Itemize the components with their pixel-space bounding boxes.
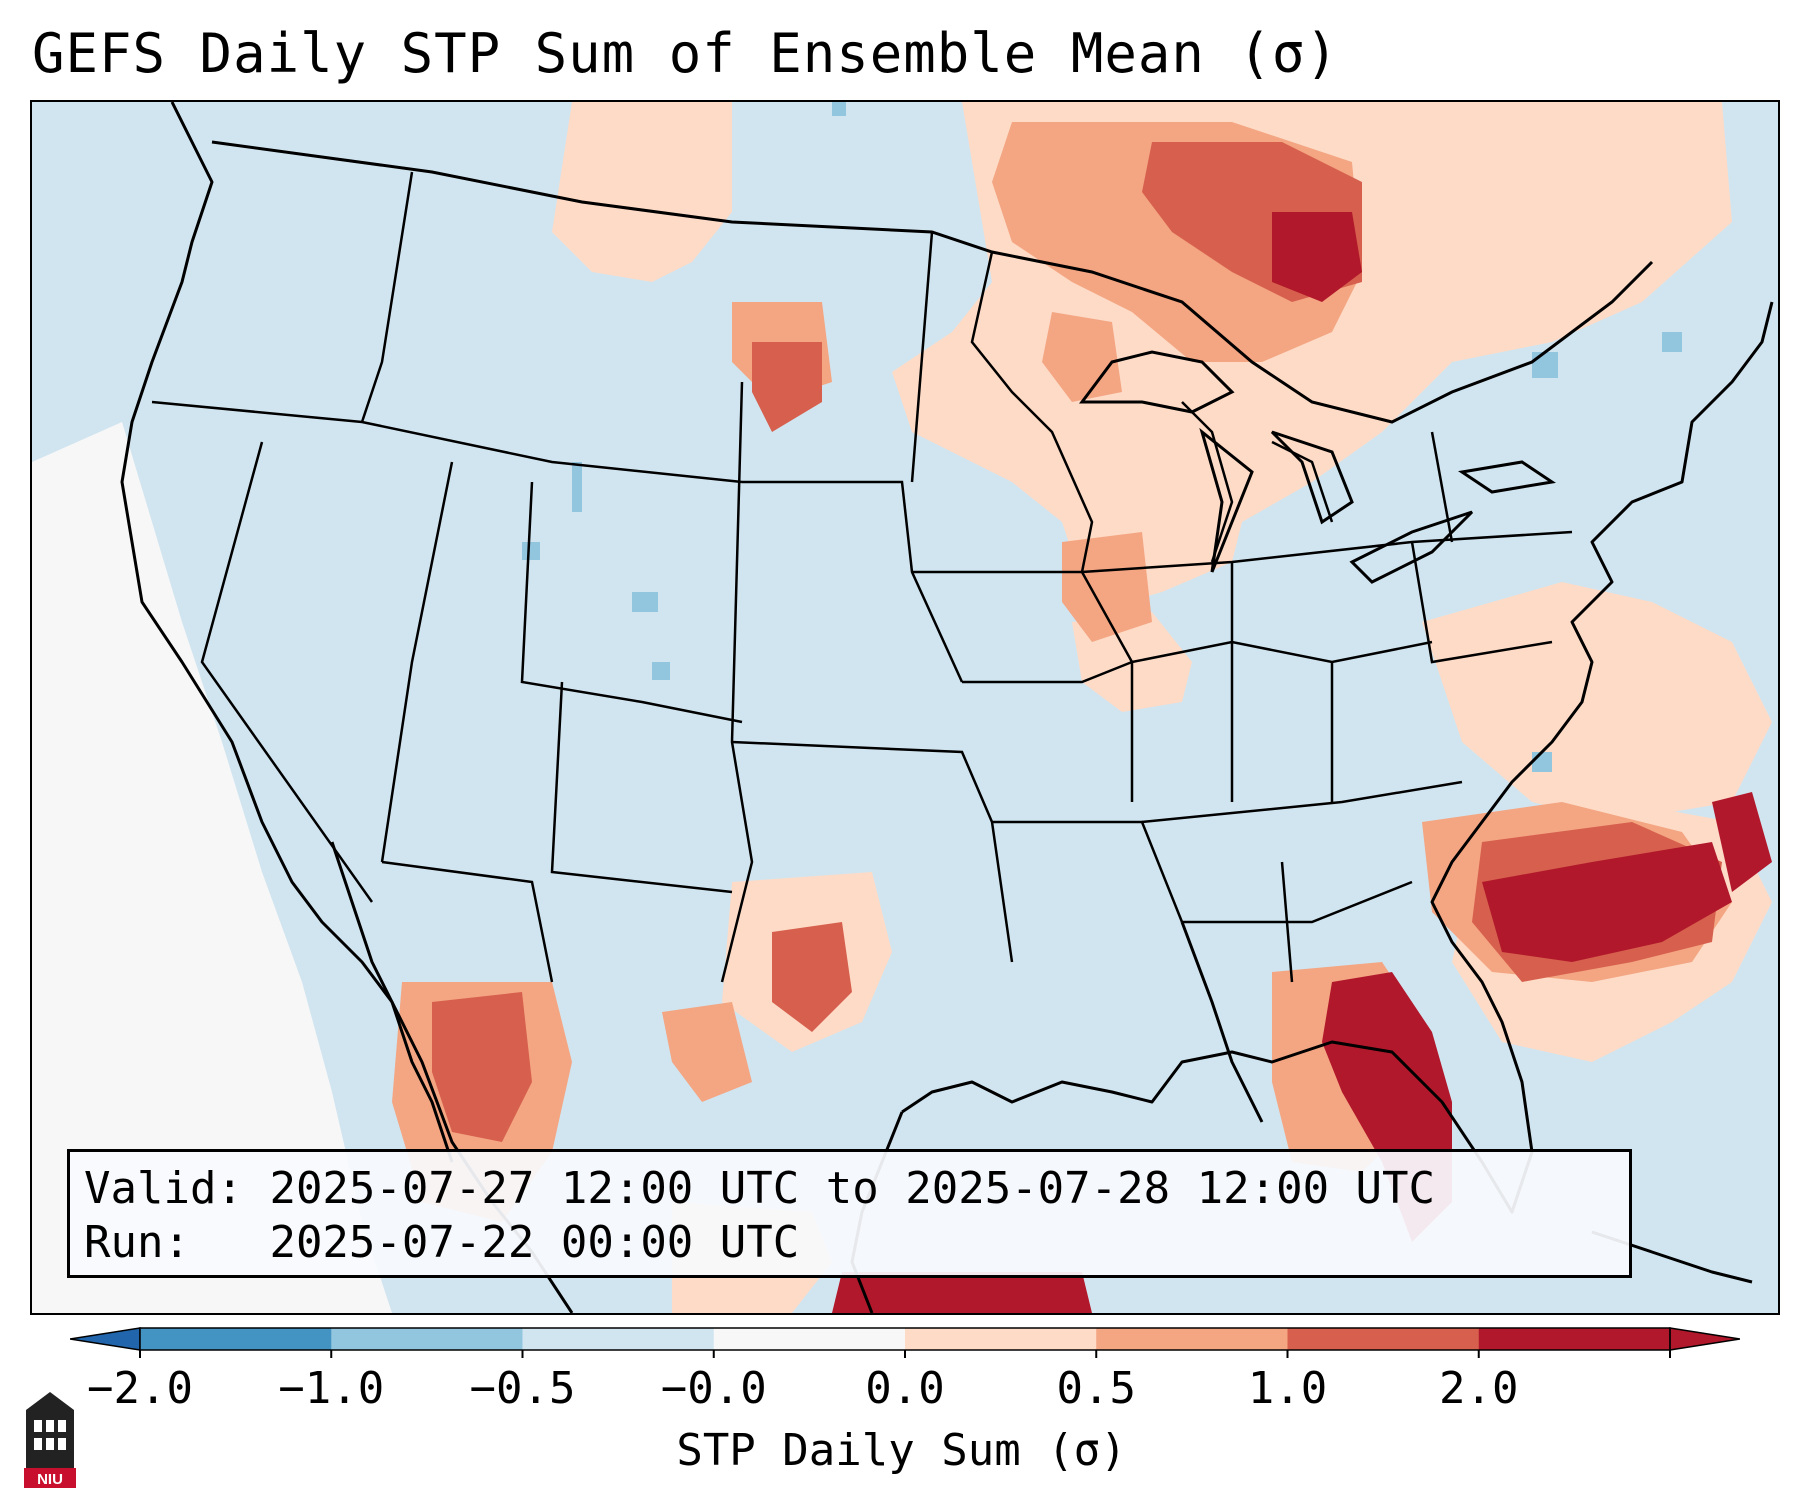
- colorbar-segment: [1478, 1328, 1671, 1350]
- extreme-positive-shading: [832, 212, 1772, 1313]
- run-label: Run:: [84, 1217, 190, 1268]
- colorbar-tick-label: −0.0: [660, 1363, 767, 1414]
- colorbar-segment: [1287, 1328, 1480, 1350]
- colorbar: [70, 1327, 1740, 1358]
- valid-label: Valid:: [84, 1163, 243, 1214]
- validity-info-box: Valid: 2025-07-27 12:00 UTC to 2025-07-2…: [67, 1149, 1632, 1278]
- colorbar-tick-label: 0.5: [1056, 1363, 1136, 1414]
- near-zero-offshore-shading: [32, 422, 392, 1313]
- colorbar-arrow-low: [70, 1327, 141, 1351]
- colorbar-tick-labels: −2.0 −1.0 −0.5 −0.0 0.0 0.5 1.0 2.0: [0, 1363, 1803, 1423]
- colorbar-tick-label: −0.5: [469, 1363, 576, 1414]
- colorbar-tick-label: 2.0: [1439, 1363, 1519, 1414]
- colorbar-tick-label: −1.0: [278, 1363, 385, 1414]
- colorbar-tick-label: 1.0: [1247, 1363, 1328, 1414]
- chart-title: GEFS Daily STP Sum of Ensemble Mean (σ): [32, 22, 1339, 85]
- coastlines: [120, 102, 1774, 1313]
- map-canvas: [32, 102, 1774, 1313]
- colorbar-segment: [905, 1328, 1097, 1350]
- colorbar-segment: [1096, 1328, 1288, 1350]
- colorbar-arrow-high: [1669, 1327, 1740, 1351]
- valid-value: 2025-07-27 12:00 UTC to 2025-07-28 12:00…: [269, 1163, 1436, 1214]
- colorbar-segment: [140, 1328, 332, 1350]
- colorbar-tick-label: 0.0: [865, 1363, 945, 1414]
- colorbar-label: STP Daily Sum (σ): [676, 1425, 1127, 1476]
- colorbar-tick-label: −2.0: [87, 1363, 193, 1414]
- state-boundaries: [151, 171, 1573, 983]
- logo-text: NIU: [37, 1471, 63, 1488]
- colorbar-segment: [331, 1328, 523, 1350]
- great-lakes: [1079, 350, 1556, 584]
- map-frame: [30, 100, 1780, 1315]
- colorbar-segment: [713, 1328, 906, 1350]
- border-us-canada: [211, 140, 1654, 424]
- colorbar-segment: [522, 1328, 715, 1350]
- run-value: 2025-07-22 00:00 UTC: [269, 1217, 800, 1268]
- niu-logo-icon: NIU: [24, 1392, 76, 1488]
